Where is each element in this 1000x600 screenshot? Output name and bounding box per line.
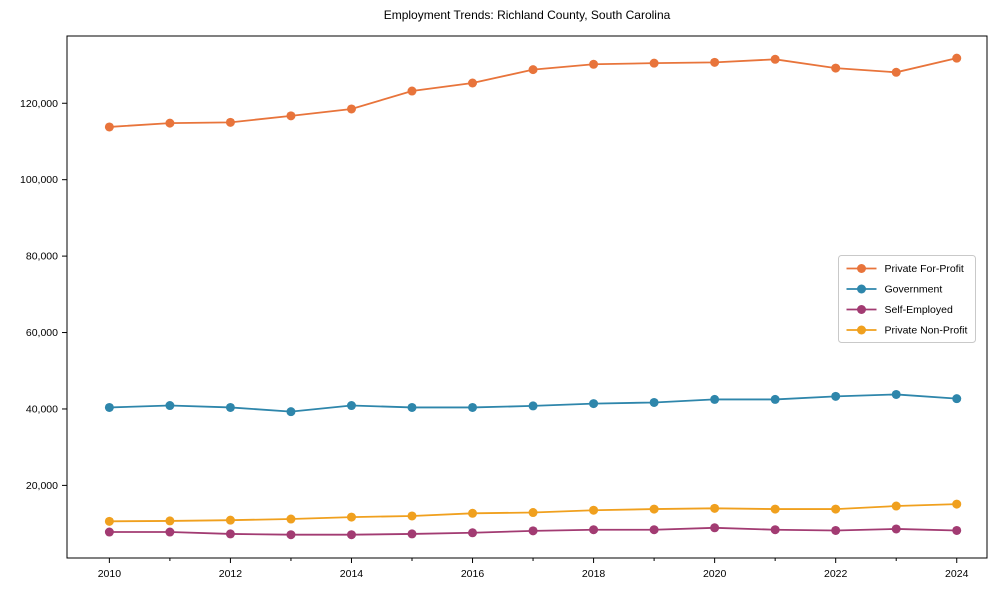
data-point-self-employed (952, 525, 962, 535)
legend-box (838, 255, 976, 343)
data-point-private-for-profit (225, 117, 235, 127)
data-point-private-for-profit (407, 86, 417, 96)
data-point-private-non-profit (225, 515, 235, 525)
data-point-government (710, 394, 720, 404)
x-tick-label: 2018 (582, 568, 606, 580)
data-point-private-for-profit (589, 59, 599, 69)
axes: 20,000 40,000 60,000 80,000 100,000 120,000 20… (20, 98, 969, 580)
data-point-self-employed (165, 527, 175, 537)
data-point-private-for-profit (346, 104, 356, 114)
data-point-government (165, 401, 175, 411)
data-point-self-employed (770, 525, 780, 535)
data-point-private-non-profit (407, 511, 417, 521)
data-point-private-non-profit (528, 508, 538, 518)
data-point-government (407, 402, 417, 412)
data-point-private-non-profit (891, 501, 901, 511)
x-tick-label: 2010 (98, 568, 122, 580)
legend-label-private-for-profit: Private For-Profit (885, 263, 964, 275)
data-point-private-for-profit (468, 78, 478, 88)
series-private-non-profit (104, 499, 962, 526)
data-point-government (649, 397, 659, 407)
data-point-private-non-profit (710, 503, 720, 513)
data-point-private-for-profit (952, 53, 962, 63)
legend-marker-government (857, 284, 866, 294)
data-point-private-non-profit (286, 514, 296, 524)
series-government (104, 389, 962, 417)
data-point-private-non-profit (165, 516, 175, 526)
y-tick-label: 20,000 (26, 480, 58, 492)
data-point-government (468, 402, 478, 412)
data-point-self-employed (286, 530, 296, 540)
x-tick-label: 2012 (219, 568, 243, 580)
data-point-private-for-profit (770, 54, 780, 64)
data-point-private-for-profit (891, 67, 901, 77)
data-point-self-employed (225, 529, 235, 539)
data-point-government (528, 401, 538, 411)
x-tick-label: 2020 (703, 568, 727, 580)
data-point-self-employed (528, 526, 538, 536)
plot-border (66, 35, 988, 559)
x-tick-label: 2024 (945, 568, 969, 580)
data-point-private-non-profit (770, 504, 780, 514)
y-tick-label: 120,000 (20, 98, 58, 110)
data-point-self-employed (104, 527, 114, 537)
data-point-government (952, 394, 962, 404)
data-point-government (286, 407, 296, 417)
y-tick-label: 80,000 (26, 251, 58, 263)
legend-label-private-non-profit: Private Non-Profit (885, 325, 968, 337)
data-point-government (891, 389, 901, 399)
data-point-self-employed (891, 524, 901, 534)
data-point-private-non-profit (468, 508, 478, 518)
data-point-private-for-profit (165, 118, 175, 128)
data-point-government (104, 402, 114, 412)
legend-marker-private-for-profit (857, 264, 866, 273)
data-point-self-employed (468, 528, 478, 538)
x-tick-label: 2016 (461, 568, 485, 580)
legend-label-self-employed: Self-Employed (885, 304, 953, 316)
data-point-private-for-profit (831, 63, 841, 73)
data-point-private-non-profit (831, 504, 841, 514)
x-tick-label: 2014 (340, 568, 364, 580)
data-point-private-for-profit (286, 111, 296, 121)
legend-label-government: Government (885, 284, 943, 296)
series-private-for-profit (104, 53, 962, 132)
data-point-government (225, 402, 235, 412)
data-point-private-non-profit (346, 512, 356, 522)
data-point-self-employed (346, 530, 356, 540)
data-point-private-non-profit (104, 516, 114, 526)
data-point-government (831, 391, 841, 401)
legend-marker-self-employed (857, 305, 866, 314)
legend: Private For-Profit Government Self-Employe… (838, 255, 976, 343)
data-point-private-for-profit (528, 65, 538, 75)
x-tick-label: 2022 (824, 568, 848, 580)
series-self-employed (104, 523, 962, 540)
data-point-self-employed (589, 525, 599, 535)
data-point-government (346, 401, 356, 411)
y-tick-label: 60,000 (26, 327, 58, 339)
data-point-self-employed (407, 529, 417, 539)
data-point-private-non-profit (589, 505, 599, 515)
legend-marker-private-non-profit (857, 325, 866, 335)
data-point-government (589, 399, 599, 409)
y-tick-label: 40,000 (26, 403, 58, 415)
data-point-self-employed (831, 525, 841, 535)
data-point-self-employed (649, 525, 659, 535)
data-point-private-non-profit (649, 504, 659, 514)
y-tick-label: 100,000 (20, 174, 58, 186)
data-point-private-for-profit (710, 57, 720, 67)
data-point-self-employed (710, 523, 720, 533)
data-point-private-non-profit (952, 499, 962, 509)
data-point-private-for-profit (649, 58, 659, 68)
data-point-private-for-profit (104, 122, 114, 132)
chart-title: Employment Trends: Richland County, Sout… (383, 8, 671, 22)
data-point-government (770, 394, 780, 404)
